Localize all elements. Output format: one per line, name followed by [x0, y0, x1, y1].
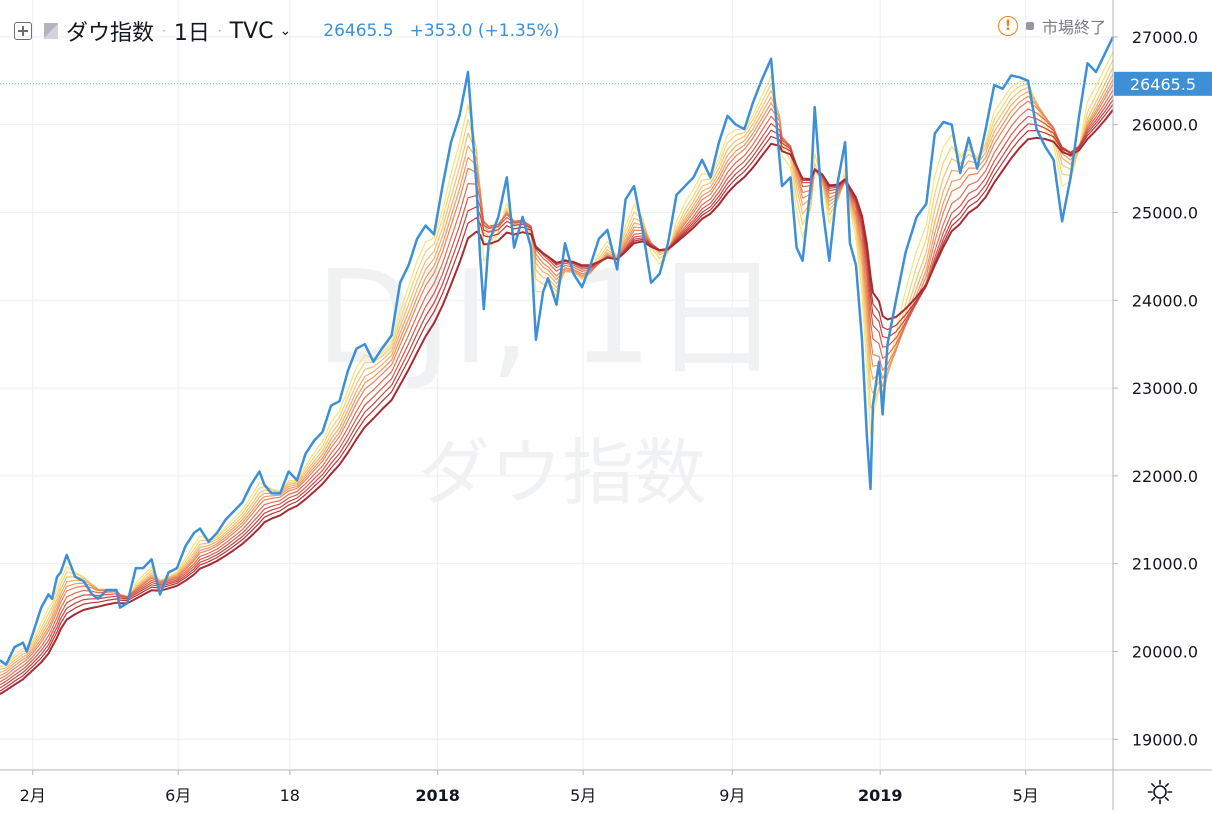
- axis-labels: 19000.0 20000.0 21000.0 22000.0 23000.0 24000…: [20, 28, 1198, 805]
- ma-line: [0, 109, 1114, 695]
- ma-line: [0, 99, 1114, 689]
- market-status: ! 市場終了: [997, 14, 1106, 38]
- watermark: DJI, 1日 ダウ指数: [316, 244, 781, 515]
- legend-header: ダウ指数 · 1日 · TVC ⌄ 26465.5 +353.0 (+1.35%…: [14, 14, 559, 48]
- interval-label[interactable]: 1日: [173, 21, 210, 46]
- warning-icon[interactable]: !: [997, 16, 1018, 36]
- y-tick-label: 27000.0: [1132, 28, 1198, 47]
- gear-icon[interactable]: [1146, 778, 1174, 806]
- y-tick-label: 19000.0: [1132, 730, 1198, 749]
- x-tick-label: 5月: [570, 786, 596, 805]
- ma-line: [0, 89, 1114, 683]
- current-price-label-bg: [1114, 71, 1212, 96]
- symbol-name[interactable]: ダウ指数: [66, 21, 155, 46]
- current-price-line: 26465.5: [0, 71, 1212, 96]
- expand-icon[interactable]: [14, 22, 32, 40]
- separator: ·: [162, 24, 166, 38]
- current-price-label: 26465.5: [1130, 75, 1196, 94]
- price-line: [0, 36, 1115, 666]
- x-tick-label: 2月: [20, 786, 46, 805]
- status-dot-icon: [1025, 22, 1034, 30]
- separator: ·: [217, 24, 222, 38]
- x-tick-label: 9月: [719, 786, 745, 805]
- chevron-down-icon[interactable]: ⌄: [279, 23, 292, 39]
- y-tick-label: 21000.0: [1132, 555, 1198, 574]
- flag-icon[interactable]: [44, 23, 58, 39]
- x-tick-label: 18: [280, 786, 300, 805]
- x-tick-label: 6月: [165, 786, 191, 805]
- last-price: 26465.5: [323, 21, 394, 41]
- ma-line: [0, 103, 1114, 692]
- y-tick-label: 22000.0: [1132, 467, 1198, 486]
- x-tick-label: 2018: [415, 786, 460, 805]
- status-label: 市場終了: [1041, 18, 1106, 37]
- y-tick-label: 26000.0: [1132, 116, 1198, 135]
- y-tick-label: 25000.0: [1132, 203, 1198, 222]
- watermark-name: ダウ指数: [418, 431, 706, 515]
- price-change: +353.0 (+1.35%): [409, 21, 560, 41]
- y-tick-label: 23000.0: [1132, 379, 1198, 398]
- y-tick-label: 20000.0: [1132, 642, 1198, 661]
- ma-line: [0, 73, 1114, 674]
- x-tick-label: 2019: [858, 786, 903, 805]
- x-tick-label: 5月: [1013, 786, 1039, 805]
- price-series-line: [0, 36, 1115, 666]
- exchange-label[interactable]: TVC: [229, 18, 274, 44]
- y-tick-label: 24000.0: [1132, 291, 1198, 310]
- ma-line: [0, 94, 1114, 686]
